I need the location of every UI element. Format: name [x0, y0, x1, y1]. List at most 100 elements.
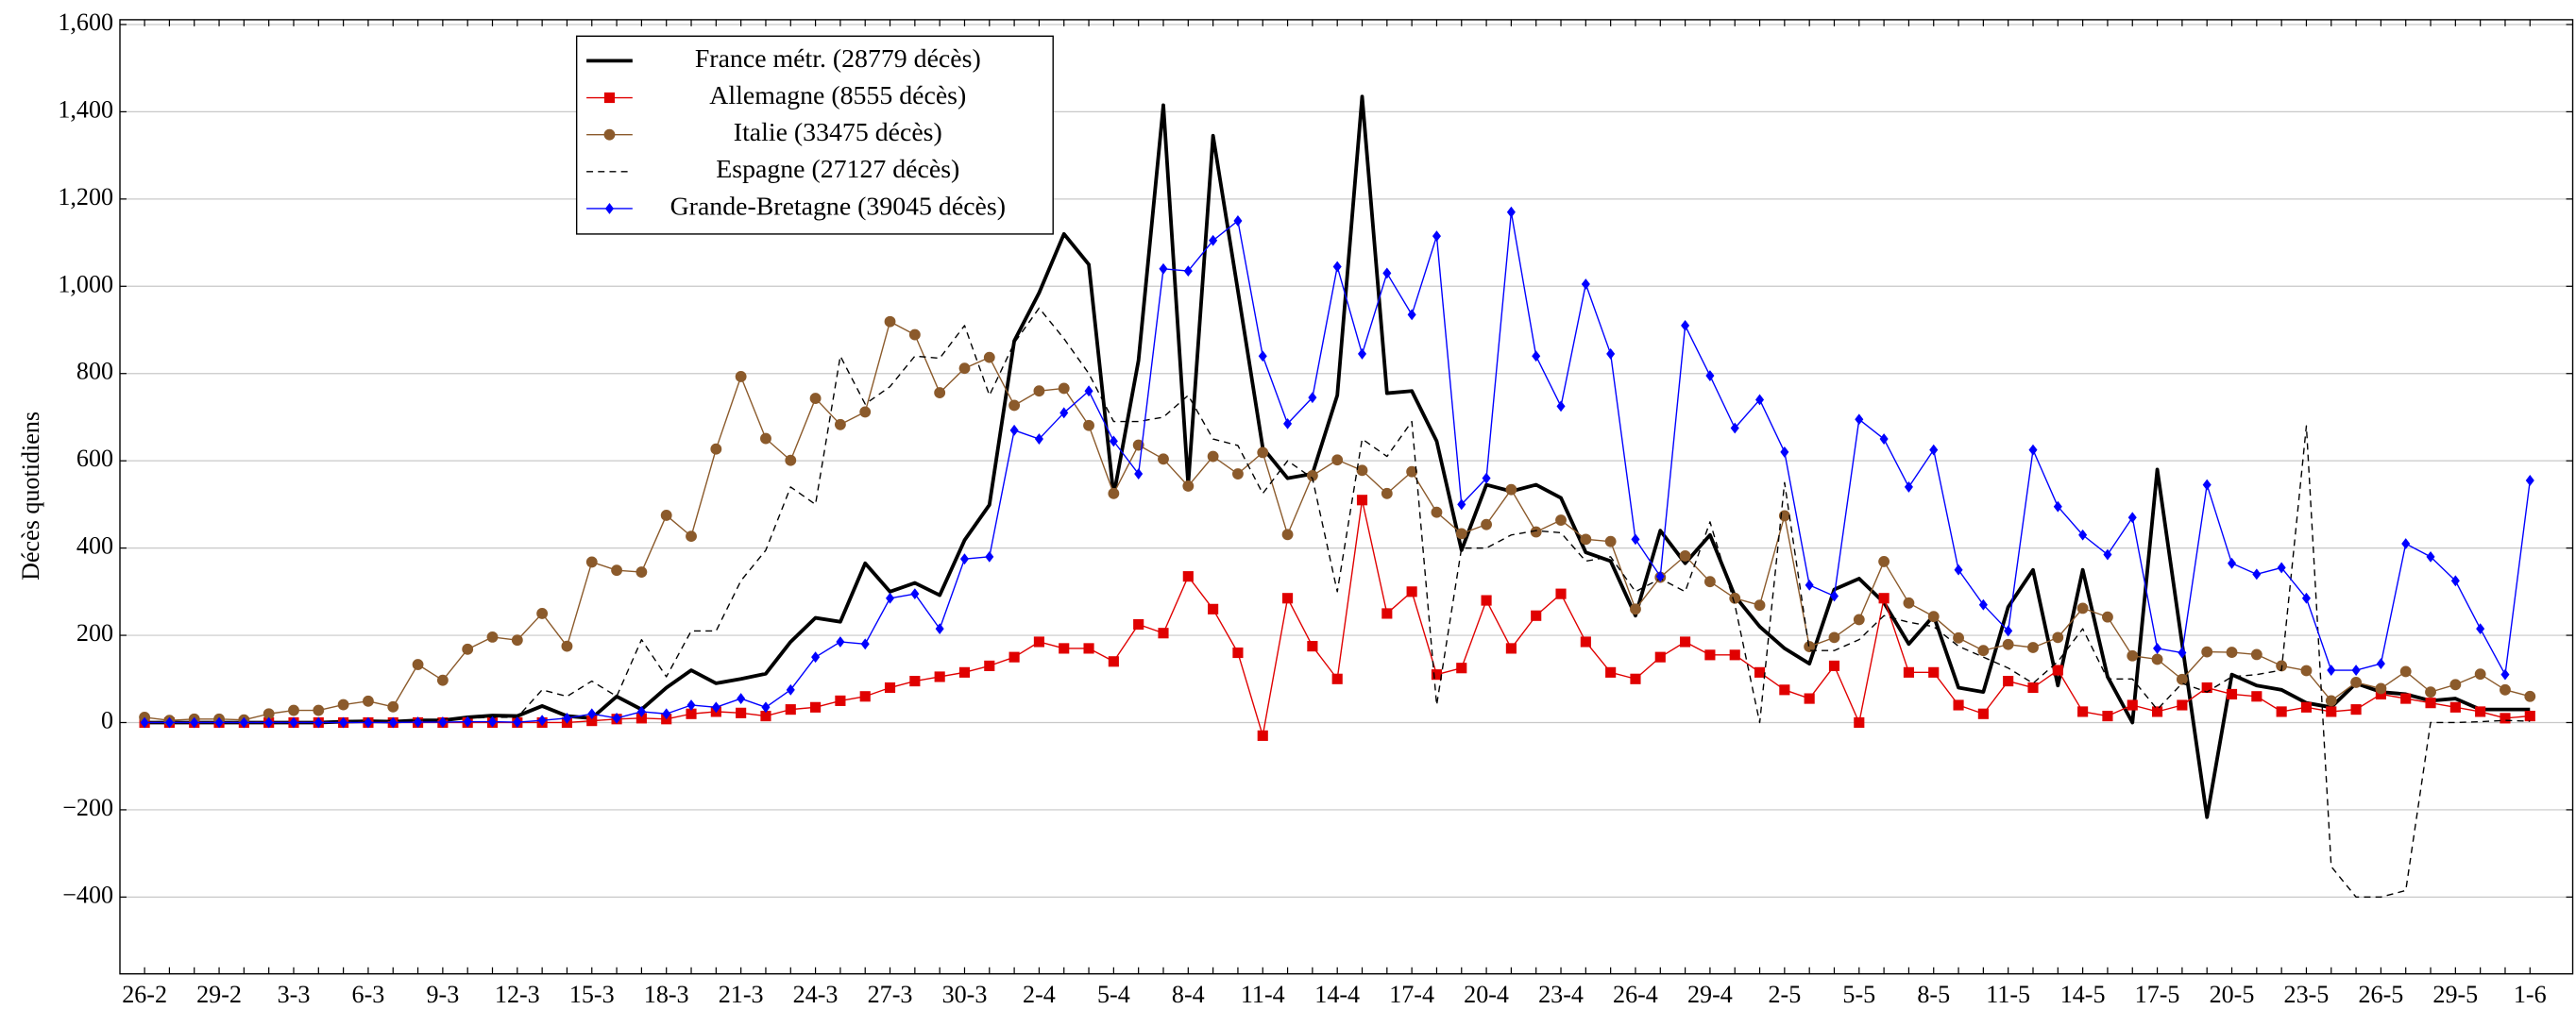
- marker-square: [1953, 699, 1964, 711]
- marker-circle: [1356, 464, 1368, 477]
- marker-diamond: [2053, 500, 2062, 513]
- marker-circle: [337, 699, 349, 711]
- marker-circle: [1257, 446, 1269, 459]
- marker-diamond: [1755, 394, 1765, 406]
- marker-circle: [1505, 483, 1517, 496]
- marker-diamond: [935, 623, 944, 635]
- marker-diamond: [1009, 424, 1019, 436]
- marker-square: [1307, 641, 1318, 652]
- marker-circle: [2201, 646, 2213, 658]
- marker-circle: [2002, 638, 2014, 650]
- marker-circle: [686, 530, 697, 543]
- marker-diamond: [314, 716, 323, 729]
- x-tick-label: 26-2: [122, 981, 167, 1008]
- marker-diamond: [164, 716, 174, 729]
- marker-circle: [2474, 668, 2486, 681]
- marker-diamond: [1159, 262, 1168, 275]
- marker-circle: [1977, 645, 1990, 657]
- marker-circle: [1604, 535, 1617, 547]
- marker-circle: [1033, 385, 1045, 397]
- marker-circle: [2076, 602, 2089, 614]
- marker-circle: [2500, 683, 2511, 696]
- x-tick-label: 15-3: [569, 981, 615, 1008]
- marker-circle: [735, 371, 747, 382]
- marker-circle: [2127, 649, 2139, 662]
- marker-circle: [486, 631, 499, 643]
- marker-square: [2102, 710, 2113, 722]
- marker-diamond: [1183, 265, 1193, 278]
- y-tick-label: 800: [76, 358, 113, 385]
- marker-circle: [1729, 592, 1741, 604]
- marker-circle: [288, 704, 299, 716]
- marker-diamond: [1357, 348, 1367, 360]
- marker-square: [1977, 708, 1989, 719]
- marker-diamond: [364, 716, 373, 729]
- x-tick-label: 5-5: [1842, 981, 1875, 1008]
- marker-circle: [1182, 480, 1195, 492]
- marker-diamond: [2327, 665, 2336, 676]
- marker-diamond: [662, 708, 671, 720]
- marker-circle: [2524, 690, 2536, 702]
- y-tick-label: 200: [76, 619, 113, 647]
- marker-circle: [1878, 556, 1890, 567]
- marker-circle: [636, 566, 648, 578]
- x-tick-label: 23-4: [1538, 981, 1584, 1008]
- marker-square: [1381, 608, 1393, 619]
- marker-diamond: [2500, 668, 2510, 681]
- marker-diamond: [1382, 267, 1392, 279]
- marker-diamond: [2078, 529, 2088, 541]
- marker-square: [2350, 704, 2362, 715]
- marker-square: [1356, 495, 1368, 506]
- marker-circle: [1431, 506, 1443, 518]
- series-line: [144, 499, 2531, 737]
- x-tick-label: 8-4: [1172, 981, 1205, 1008]
- y-tick-label: −400: [62, 881, 113, 908]
- legend-label: Espagne (27127 décès): [716, 155, 959, 184]
- y-tick-label: 1,600: [58, 8, 113, 36]
- marker-circle: [2375, 682, 2387, 695]
- marker-circle: [2052, 631, 2064, 644]
- marker-square: [1630, 673, 1641, 684]
- marker-diamond: [1482, 472, 1491, 484]
- marker-circle: [1207, 450, 1219, 463]
- marker-square: [2300, 701, 2313, 713]
- marker-circle: [1703, 576, 1716, 588]
- marker-circle: [1158, 453, 1169, 465]
- marker-diamond: [786, 683, 795, 696]
- marker-diamond: [2301, 592, 2311, 604]
- marker-circle: [2325, 695, 2337, 707]
- y-tick-label: 0: [101, 706, 113, 733]
- marker-diamond: [487, 715, 498, 728]
- marker-circle: [1754, 599, 1766, 612]
- x-tick-label: 23-5: [2284, 981, 2330, 1008]
- marker-circle: [809, 393, 822, 404]
- marker-diamond: [1332, 261, 1342, 273]
- marker-square: [1903, 666, 1914, 678]
- marker-square: [1208, 603, 1219, 614]
- marker-square: [1406, 586, 1417, 598]
- marker-diamond: [1407, 309, 1416, 321]
- marker-square: [2077, 706, 2089, 717]
- x-tick-label: 26-4: [1613, 981, 1658, 1008]
- marker-circle: [462, 643, 474, 655]
- series-line: [144, 211, 2531, 724]
- marker-circle: [1679, 550, 1691, 562]
- marker-diamond: [1134, 468, 1144, 480]
- marker-diamond: [1432, 230, 1441, 243]
- x-tick-label: 24-3: [793, 981, 839, 1008]
- marker-diamond: [2153, 642, 2162, 654]
- marker-diamond: [2476, 623, 2485, 635]
- marker-circle: [2399, 665, 2412, 678]
- marker-diamond: [1308, 392, 1317, 404]
- marker-square: [2375, 688, 2386, 700]
- marker-diamond: [836, 636, 845, 648]
- marker-square: [760, 710, 771, 722]
- marker-circle: [859, 406, 872, 418]
- marker-circle: [1108, 487, 1120, 499]
- marker-square: [909, 676, 921, 687]
- legend-label: Italie (33475 décès): [734, 118, 942, 147]
- marker-circle: [2250, 648, 2262, 661]
- marker-circle: [934, 387, 946, 398]
